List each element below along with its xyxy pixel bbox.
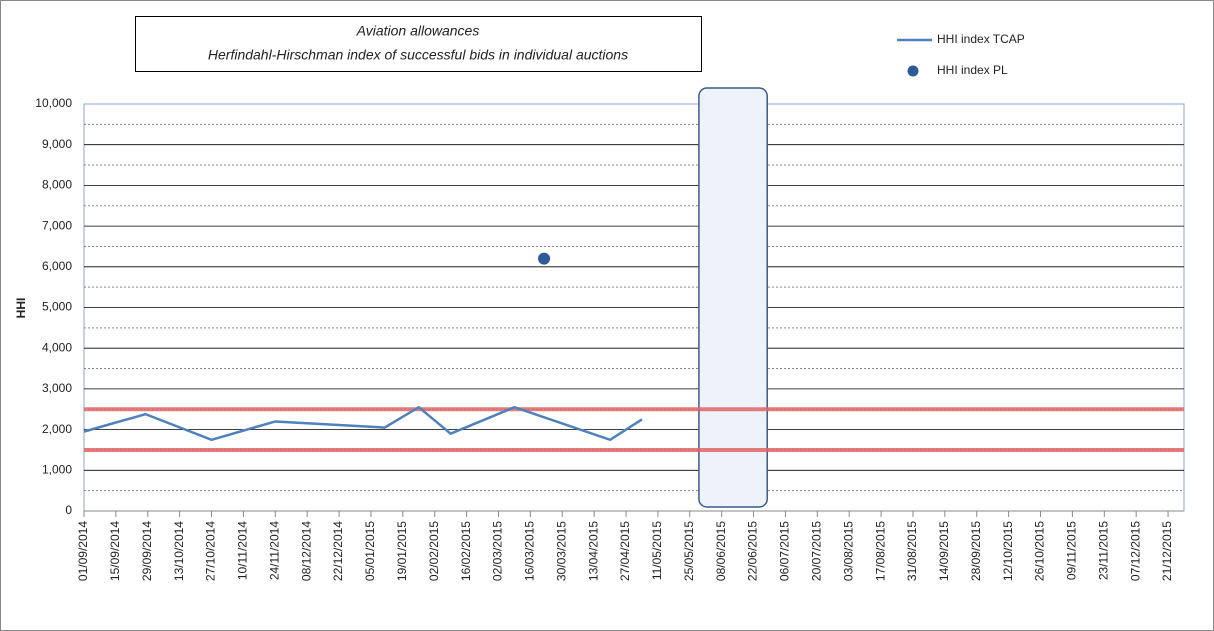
x-tick-label: 29/09/2014: [140, 521, 154, 581]
x-tick-label: 02/03/2015: [491, 521, 505, 581]
x-tick-label: 17/08/2015: [873, 521, 887, 581]
y-tick-label: 5,000: [42, 300, 72, 314]
legend-label: HHI index PL: [937, 63, 1008, 77]
x-tick-label: 22/06/2015: [746, 521, 760, 581]
x-tick-label: 07/12/2015: [1128, 521, 1142, 581]
y-tick-label: 0: [65, 503, 72, 517]
x-tick-label: 23/11/2015: [1096, 521, 1110, 580]
y-tick-label: 3,000: [42, 381, 72, 395]
x-tick-label: 27/04/2015: [618, 521, 632, 581]
x-tick-label: 28/09/2015: [969, 521, 983, 581]
x-tick-label: 31/08/2015: [905, 521, 919, 581]
x-tick-label: 30/03/2015: [554, 521, 568, 581]
chart-subtitle: Herfindahl-Hirschman index of successful…: [208, 47, 628, 63]
x-tick-label: 10/11/2014: [236, 521, 250, 580]
data-point: [538, 252, 551, 265]
x-tick-label: 08/12/2014: [299, 521, 313, 581]
x-tick-label: 01/09/2014: [76, 521, 90, 581]
y-tick-label: 10,000: [35, 96, 72, 110]
x-tick-label: 02/02/2015: [427, 521, 441, 581]
x-tick-label: 13/10/2014: [172, 521, 186, 581]
x-tick-label: 15/09/2014: [108, 521, 122, 581]
x-tick-label: 25/05/2015: [682, 521, 696, 581]
y-tick-label: 8,000: [42, 178, 72, 192]
y-axis-label: HHI: [14, 298, 28, 319]
x-tick-label: 03/08/2015: [841, 521, 855, 581]
highlight-box: [698, 87, 768, 508]
x-tick-label: 19/01/2015: [395, 521, 409, 581]
x-tick-label: 26/10/2015: [1033, 521, 1047, 581]
x-tick-label: 12/10/2015: [1001, 521, 1015, 581]
data-line: [83, 405, 643, 442]
x-tick-label: 24/11/2014: [267, 521, 281, 580]
y-tick-label: 1,000: [42, 462, 72, 476]
legend-label: HHI index TCAP: [937, 32, 1025, 46]
x-tick-label: 09/11/2015: [1065, 521, 1079, 580]
y-tick-label: 4,000: [42, 340, 72, 354]
chart-title: Aviation allowances: [356, 23, 480, 39]
y-tick-label: 2,000: [42, 422, 72, 436]
x-tick-label: 22/12/2014: [331, 521, 345, 581]
x-tick-label: 27/10/2014: [204, 521, 218, 581]
x-tick-label: 08/06/2015: [714, 521, 728, 581]
y-tick-label: 6,000: [42, 259, 72, 273]
x-tick-label: 16/03/2015: [523, 521, 537, 581]
x-tick-label: 16/02/2015: [459, 521, 473, 581]
x-tick-label: 20/07/2015: [810, 521, 824, 581]
x-tick-label: 05/01/2015: [363, 521, 377, 581]
x-tick-label: 21/12/2015: [1160, 521, 1174, 581]
y-tick-label: 7,000: [42, 218, 72, 232]
legend-swatch: [907, 65, 919, 77]
x-tick-label: 06/07/2015: [778, 521, 792, 581]
x-tick-label: 14/09/2015: [937, 521, 951, 581]
title-box: [135, 16, 702, 72]
x-tick-label: 13/04/2015: [586, 521, 600, 581]
y-tick-label: 9,000: [42, 137, 72, 151]
x-tick-label: 11/05/2015: [650, 521, 664, 580]
